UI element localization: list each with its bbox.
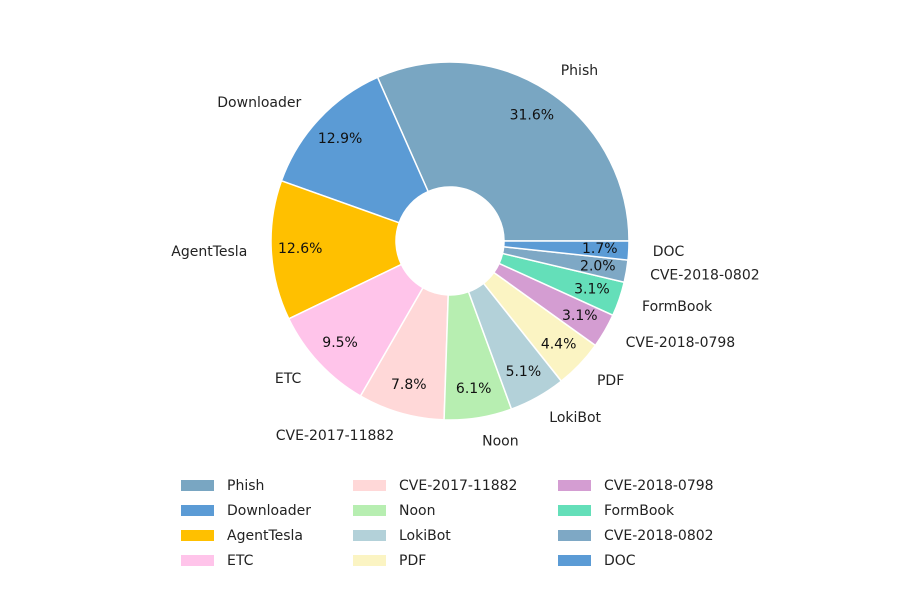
legend-label-agenttesla: AgentTesla <box>227 528 303 544</box>
slice-doc <box>502 240 630 261</box>
value-label-cve-2018-0798: 3.1% <box>562 308 598 324</box>
legend-label-pdf: PDF <box>399 553 426 569</box>
legend-item-phish: Phish <box>181 478 264 494</box>
labels-group: Phish 31.6% Downloader 12.9% AgentTesla 12.6%… <box>171 63 759 450</box>
value-label-noon: 6.1% <box>456 381 492 397</box>
slice-phish <box>376 61 630 242</box>
legend-swatch-formbook <box>558 505 591 516</box>
legend-swatch-pdf <box>353 555 386 566</box>
legend-label-doc: DOC <box>604 553 636 569</box>
category-label-formbook: FormBook <box>642 299 713 315</box>
legend-label-cve-2017-11882: CVE-2017-11882 <box>399 478 517 494</box>
legend-swatch-noon <box>353 505 386 516</box>
legend-item-cve-2017-11882: CVE-2017-11882 <box>353 478 517 494</box>
category-label-lokibot: LokiBot <box>549 410 601 426</box>
legend-item-formbook: FormBook <box>558 503 675 519</box>
legend-swatch-doc <box>558 555 591 566</box>
value-label-formbook: 3.1% <box>574 282 610 298</box>
category-label-cve-2018-0798: CVE-2018-0798 <box>626 335 736 351</box>
legend-item-pdf: PDF <box>353 553 426 569</box>
category-label-noon: Noon <box>482 433 518 449</box>
value-label-lokibot: 5.1% <box>506 364 542 380</box>
legend-item-noon: Noon <box>353 503 435 519</box>
value-label-cve-2017-11882: 7.8% <box>391 377 427 393</box>
category-label-agenttesla: AgentTesla <box>171 244 247 260</box>
category-label-doc: DOC <box>653 244 685 260</box>
legend-label-phish: Phish <box>227 478 264 494</box>
value-label-phish: 31.6% <box>510 107 554 123</box>
value-label-pdf: 4.4% <box>541 336 577 352</box>
legend-swatch-downloader <box>181 505 214 516</box>
legend-item-cve-2018-0802: CVE-2018-0802 <box>558 528 714 544</box>
legend-label-etc: ETC <box>227 553 254 569</box>
slices-group <box>270 61 630 421</box>
value-label-etc: 9.5% <box>322 335 358 351</box>
legend-swatch-cve-2017-11882 <box>353 480 386 491</box>
slice-downloader <box>280 76 430 224</box>
category-label-cve-2017-11882: CVE-2017-11882 <box>276 428 394 444</box>
category-label-downloader: Downloader <box>217 95 301 111</box>
legend-swatch-agenttesla <box>181 530 214 541</box>
value-label-downloader: 12.9% <box>318 131 362 147</box>
legend-label-downloader: Downloader <box>227 503 311 519</box>
category-label-phish: Phish <box>561 63 598 79</box>
legend-item-agenttesla: AgentTesla <box>181 528 303 544</box>
value-label-cve-2018-0802: 2.0% <box>580 258 616 274</box>
legend-item-etc: ETC <box>181 553 254 569</box>
slice-agenttesla <box>270 179 403 320</box>
legend-swatch-phish <box>181 480 214 491</box>
category-label-cve-2018-0802: CVE-2018-0802 <box>650 267 760 283</box>
legend-item-downloader: Downloader <box>181 503 311 519</box>
legend-label-cve-2018-0798: CVE-2018-0798 <box>604 478 714 494</box>
legend-label-formbook: FormBook <box>604 503 675 519</box>
value-label-doc: 1.7% <box>582 241 618 257</box>
category-label-etc: ETC <box>275 371 302 387</box>
legend-swatch-cve-2018-0802 <box>558 530 591 541</box>
legend-item-cve-2018-0798: CVE-2018-0798 <box>558 478 714 494</box>
category-label-pdf: PDF <box>597 373 624 389</box>
legend-label-cve-2018-0802: CVE-2018-0802 <box>604 528 714 544</box>
legend-label-lokibot: LokiBot <box>399 528 451 544</box>
legend-label-noon: Noon <box>399 503 435 519</box>
value-label-agenttesla: 12.6% <box>278 241 322 257</box>
legend-swatch-lokibot <box>353 530 386 541</box>
legend: Phish Downloader AgentTesla ETC CVE-2017-118… <box>181 478 714 569</box>
legend-item-lokibot: LokiBot <box>353 528 451 544</box>
legend-swatch-cve-2018-0798 <box>558 480 591 491</box>
legend-item-doc: DOC <box>558 553 636 569</box>
legend-swatch-etc <box>181 555 214 566</box>
